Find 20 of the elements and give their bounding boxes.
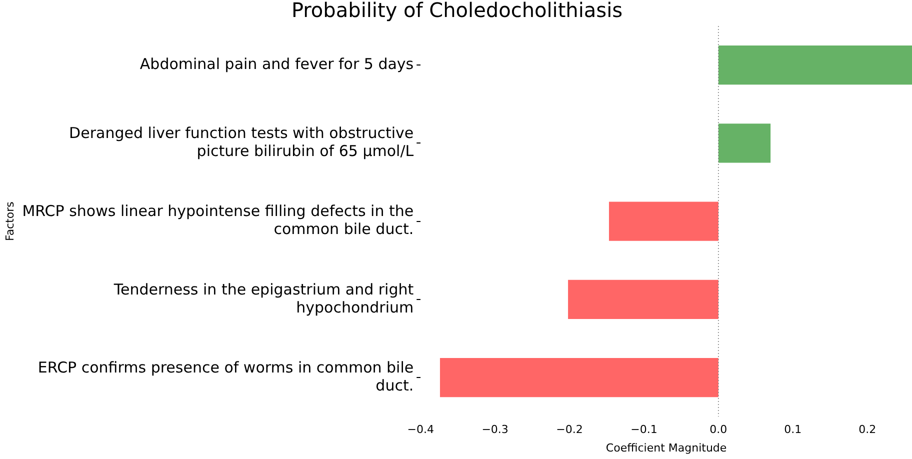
- x-tick-label: −0.2: [556, 423, 583, 436]
- y-tick-label: MRCP shows linear hypointense filling defects in the common bile duct.: [22, 202, 414, 238]
- bar: [718, 124, 771, 163]
- y-axis-title: Factors: [3, 201, 16, 242]
- x-tick-label: 0.1: [784, 423, 802, 436]
- y-tick-label: Deranged liver function tests with obstructive picture bilirubin of 65 µmol/L: [69, 124, 414, 160]
- x-tick-label: 0.0: [710, 423, 728, 436]
- x-tick-label: 0.2: [858, 423, 876, 436]
- y-tick-label: Abdominal pain and fever for 5 days: [140, 54, 414, 73]
- x-tick-label: −0.3: [482, 423, 508, 436]
- bar: [718, 46, 912, 85]
- y-tick-label: Tenderness in the epigastrium and right hypochondrium: [112, 280, 414, 316]
- bar: [440, 358, 718, 398]
- chart-title: Probability of Choledocholithiasis: [291, 0, 623, 22]
- bar: [568, 280, 718, 319]
- y-tick-label: ERCP confirms presence of worms in common bile duct.: [38, 358, 414, 394]
- bar: [608, 202, 718, 241]
- x-tick-label: −0.1: [630, 423, 658, 436]
- x-axis-title: Coefficient Magnitude: [606, 441, 727, 454]
- x-tick-label: −0.4: [407, 423, 434, 436]
